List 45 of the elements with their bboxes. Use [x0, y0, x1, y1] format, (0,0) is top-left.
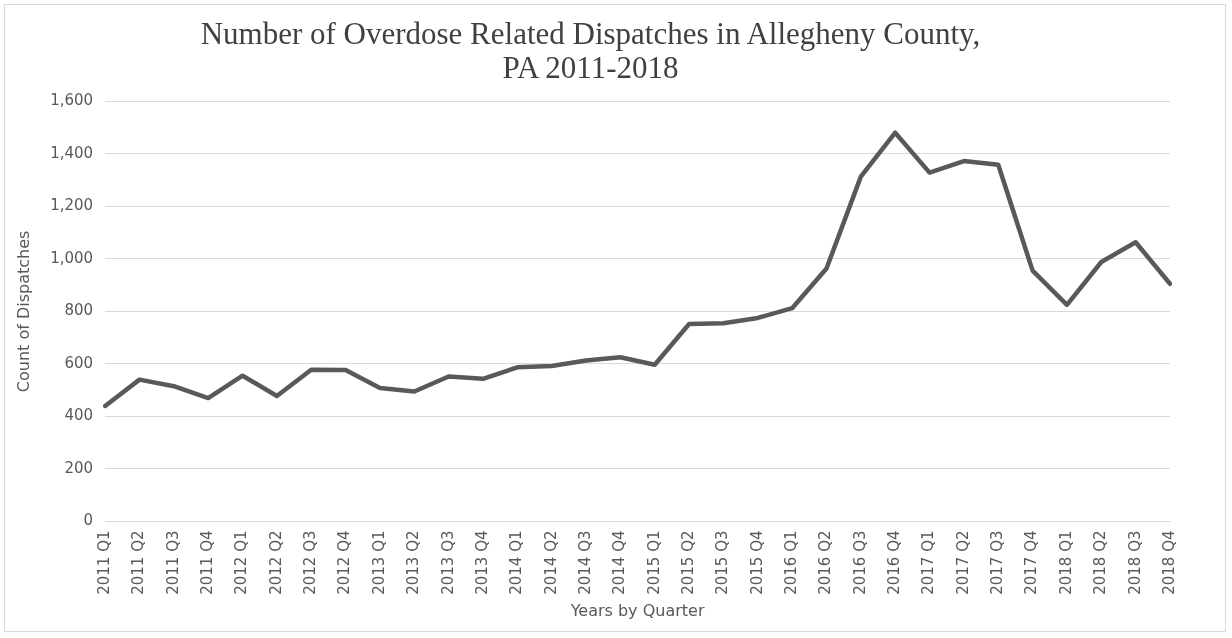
x-tick-label: 2016 Q2: [816, 530, 835, 595]
y-tick-label: 1,000: [50, 248, 94, 267]
x-tick-label: 2012 Q2: [266, 530, 285, 595]
x-tick-label: 2013 Q3: [438, 530, 457, 595]
y-tick-label: 1,200: [50, 196, 94, 215]
y-tick-label: 600: [64, 353, 94, 372]
x-tick-label: 2013 Q4: [472, 530, 491, 595]
x-tick-label: 2014 Q3: [575, 530, 594, 595]
x-tick-label: 2017 Q3: [988, 530, 1007, 595]
x-tick-label: 2016 Q4: [885, 530, 904, 595]
x-tick-label: 2017 Q4: [1022, 530, 1041, 595]
x-tick-label: 2018 Q4: [1159, 530, 1178, 595]
x-tick-label: 2017 Q2: [953, 530, 972, 595]
x-tick-label: 2015 Q4: [747, 530, 766, 595]
x-tick-label: 2012 Q4: [335, 530, 354, 595]
y-tick-label: 800: [64, 301, 94, 320]
x-tick-label: 2017 Q1: [919, 530, 938, 595]
y-axis-title: Count of Dispatches: [13, 230, 33, 393]
x-tick-label: 2015 Q3: [713, 530, 732, 595]
y-tick-label: 1,600: [50, 91, 94, 110]
x-tick-label: 2011 Q2: [129, 530, 148, 595]
x-tick-label: 2016 Q1: [782, 530, 801, 595]
x-tick-label: 2015 Q1: [644, 530, 663, 595]
x-tick-label: 2018 Q2: [1091, 530, 1110, 595]
text: PA 2011-2018: [502, 50, 679, 86]
text: Number of Overdose Related Dispatches in Allegheny County,: [200, 16, 981, 52]
y-tick-label: 1,400: [50, 143, 94, 162]
x-tick-label: 2016 Q3: [850, 530, 869, 595]
x-tick-label: 2011 Q1: [95, 530, 114, 595]
x-tick-label: 2012 Q3: [301, 530, 320, 595]
x-axis-title: Years by Quarter: [569, 600, 705, 620]
x-tick-label: 2011 Q3: [163, 530, 182, 595]
y-tick-label: 400: [64, 406, 94, 425]
x-tick-label: 2014 Q1: [507, 530, 526, 595]
x-tick-label: 2018 Q1: [1056, 530, 1075, 595]
x-tick-label: 2013 Q1: [369, 530, 388, 595]
y-tick-label: 200: [64, 458, 94, 477]
x-tick-label: 2012 Q1: [232, 530, 251, 595]
x-tick-label: 2014 Q2: [541, 530, 560, 595]
x-tick-label: 2011 Q4: [198, 530, 217, 595]
x-tick-label: 2015 Q2: [678, 530, 697, 595]
y-tick-label: 0: [83, 511, 94, 530]
x-tick-label: 2014 Q4: [610, 530, 629, 595]
x-tick-label: 2013 Q2: [404, 530, 423, 595]
x-tick-label: 2018 Q3: [1125, 530, 1144, 595]
